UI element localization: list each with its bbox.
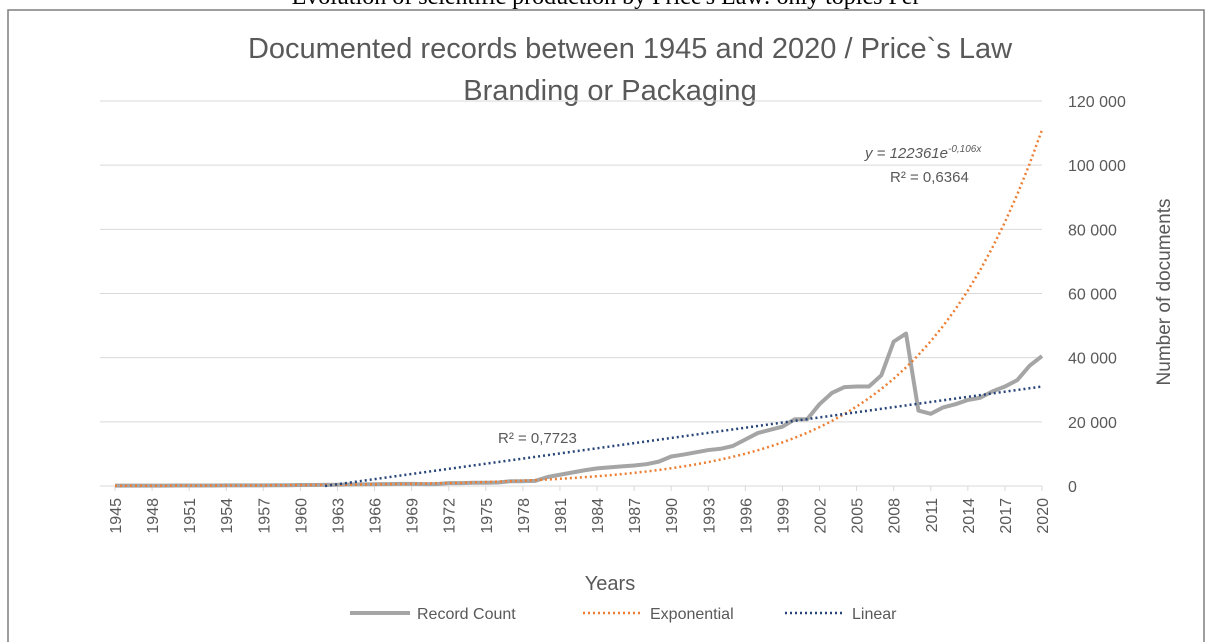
y-tick-label: 20 000 [1068,415,1117,432]
x-tick-label: 1987 [627,498,644,534]
x-tick-label: 2002 [813,498,830,534]
x-tick-label: 1975 [479,498,496,534]
y-tick-label: 120 000 [1068,94,1126,111]
x-tick-label: 1993 [701,498,718,534]
x-tick-label: 2011 [924,498,941,533]
x-tick-label: 1945 [108,498,125,534]
x-tick-label: 1966 [368,498,385,534]
caption: Evolution of scientific production by Pr… [292,0,921,10]
legend-label: Record Count [417,606,516,623]
legend-label: Linear [852,606,897,623]
x-tick-label: 2005 [850,498,867,534]
x-tick-label: 2017 [998,498,1015,534]
series-line [324,385,1043,488]
x-tick-label: 1978 [516,498,533,534]
x-tick-label: 1972 [442,498,459,534]
exp-equation-exponent: -0,106x [948,144,982,155]
x-tick-label: 1963 [330,498,347,534]
x-tick-label: 2014 [961,498,978,534]
x-tick-label: 1954 [219,498,236,534]
legend-item: Record Count [350,606,516,623]
x-tick-label: 1984 [590,498,607,534]
x-tick-label: 2020 [1035,498,1052,534]
exp-r2: R² = 0,6364 [890,169,969,186]
chart-subtitle: Branding or Packaging [463,75,756,107]
legend-item: Linear [785,606,897,623]
x-tick-label: 1960 [293,498,310,534]
legend-label: Exponential [650,606,734,623]
x-axis-label: Years [585,573,635,595]
x-tick-label: 1999 [775,498,792,534]
x-tick-label: 1951 [182,498,199,534]
x-tick-label: 1957 [256,498,273,534]
y-tick-label: 100 000 [1068,158,1126,175]
x-tick-label: 2008 [887,498,904,534]
y-axis-label: Number of documents [1154,199,1175,386]
legend-item: Exponential [583,606,734,623]
exp-equation-base: y = 122361e [864,145,948,162]
x-tick-label: 1948 [145,498,162,534]
x-tick-label: 1990 [664,498,681,534]
x-tick-label: 1981 [553,498,570,534]
x-tick-label: 1969 [405,498,422,534]
chart-title: Documented records between 1945 and 2020… [248,33,1013,65]
linear-r2: R² = 0,7723 [498,430,577,447]
chart-frame [7,9,1205,642]
series-line [115,331,1044,488]
exp-equation: y = 122361e-0,106x [864,144,982,162]
x-tick-label: 1996 [738,498,755,534]
y-tick-label: 40 000 [1068,351,1117,368]
y-tick-label: 80 000 [1068,222,1117,239]
y-tick-label: 60 000 [1068,287,1117,304]
y-tick-label: 0 [1068,479,1077,496]
